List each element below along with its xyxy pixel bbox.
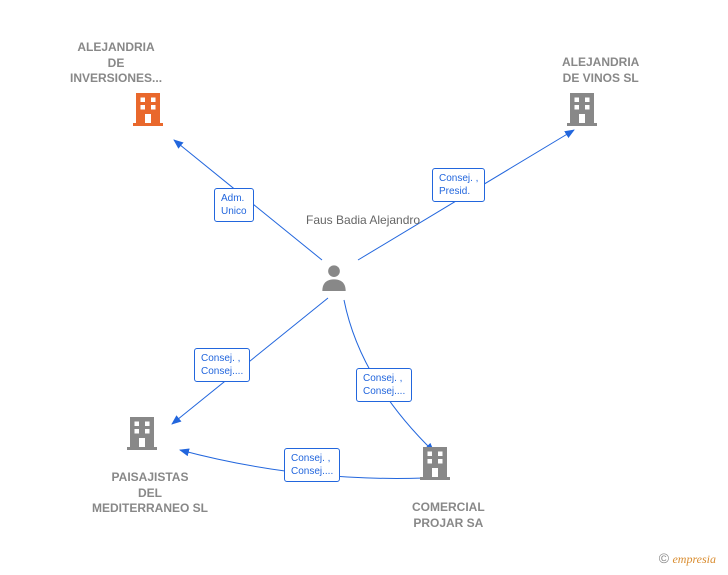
copyright-symbol: ©: [659, 550, 669, 566]
company-node-label: COMERCIAL PROJAR SA: [412, 500, 485, 531]
building-icon[interactable]: [124, 414, 160, 450]
person-icon[interactable]: [320, 263, 348, 293]
company-node-label: ALEJANDRIA DE INVERSIONES...: [70, 40, 162, 87]
footer-attribution: © empresia: [659, 550, 716, 567]
company-node-label: ALEJANDRIA DE VINOS SL: [562, 55, 639, 86]
building-icon[interactable]: [130, 90, 166, 126]
edge-role-label: Consej. , Presid.: [432, 168, 485, 202]
center-node-label: Faus Badia Alejandro: [306, 213, 420, 229]
brand-name: empresia: [672, 552, 716, 566]
building-icon[interactable]: [417, 444, 453, 480]
building-icon[interactable]: [564, 90, 600, 126]
edge-role-label: Consej. , Consej....: [356, 368, 412, 402]
edge-role-label: Consej. , Consej....: [194, 348, 250, 382]
edge-role-label: Consej. , Consej....: [284, 448, 340, 482]
company-node-label: PAISAJISTAS DEL MEDITERRANEO SL: [92, 470, 208, 517]
edge-role-label: Adm. Unico: [214, 188, 254, 222]
